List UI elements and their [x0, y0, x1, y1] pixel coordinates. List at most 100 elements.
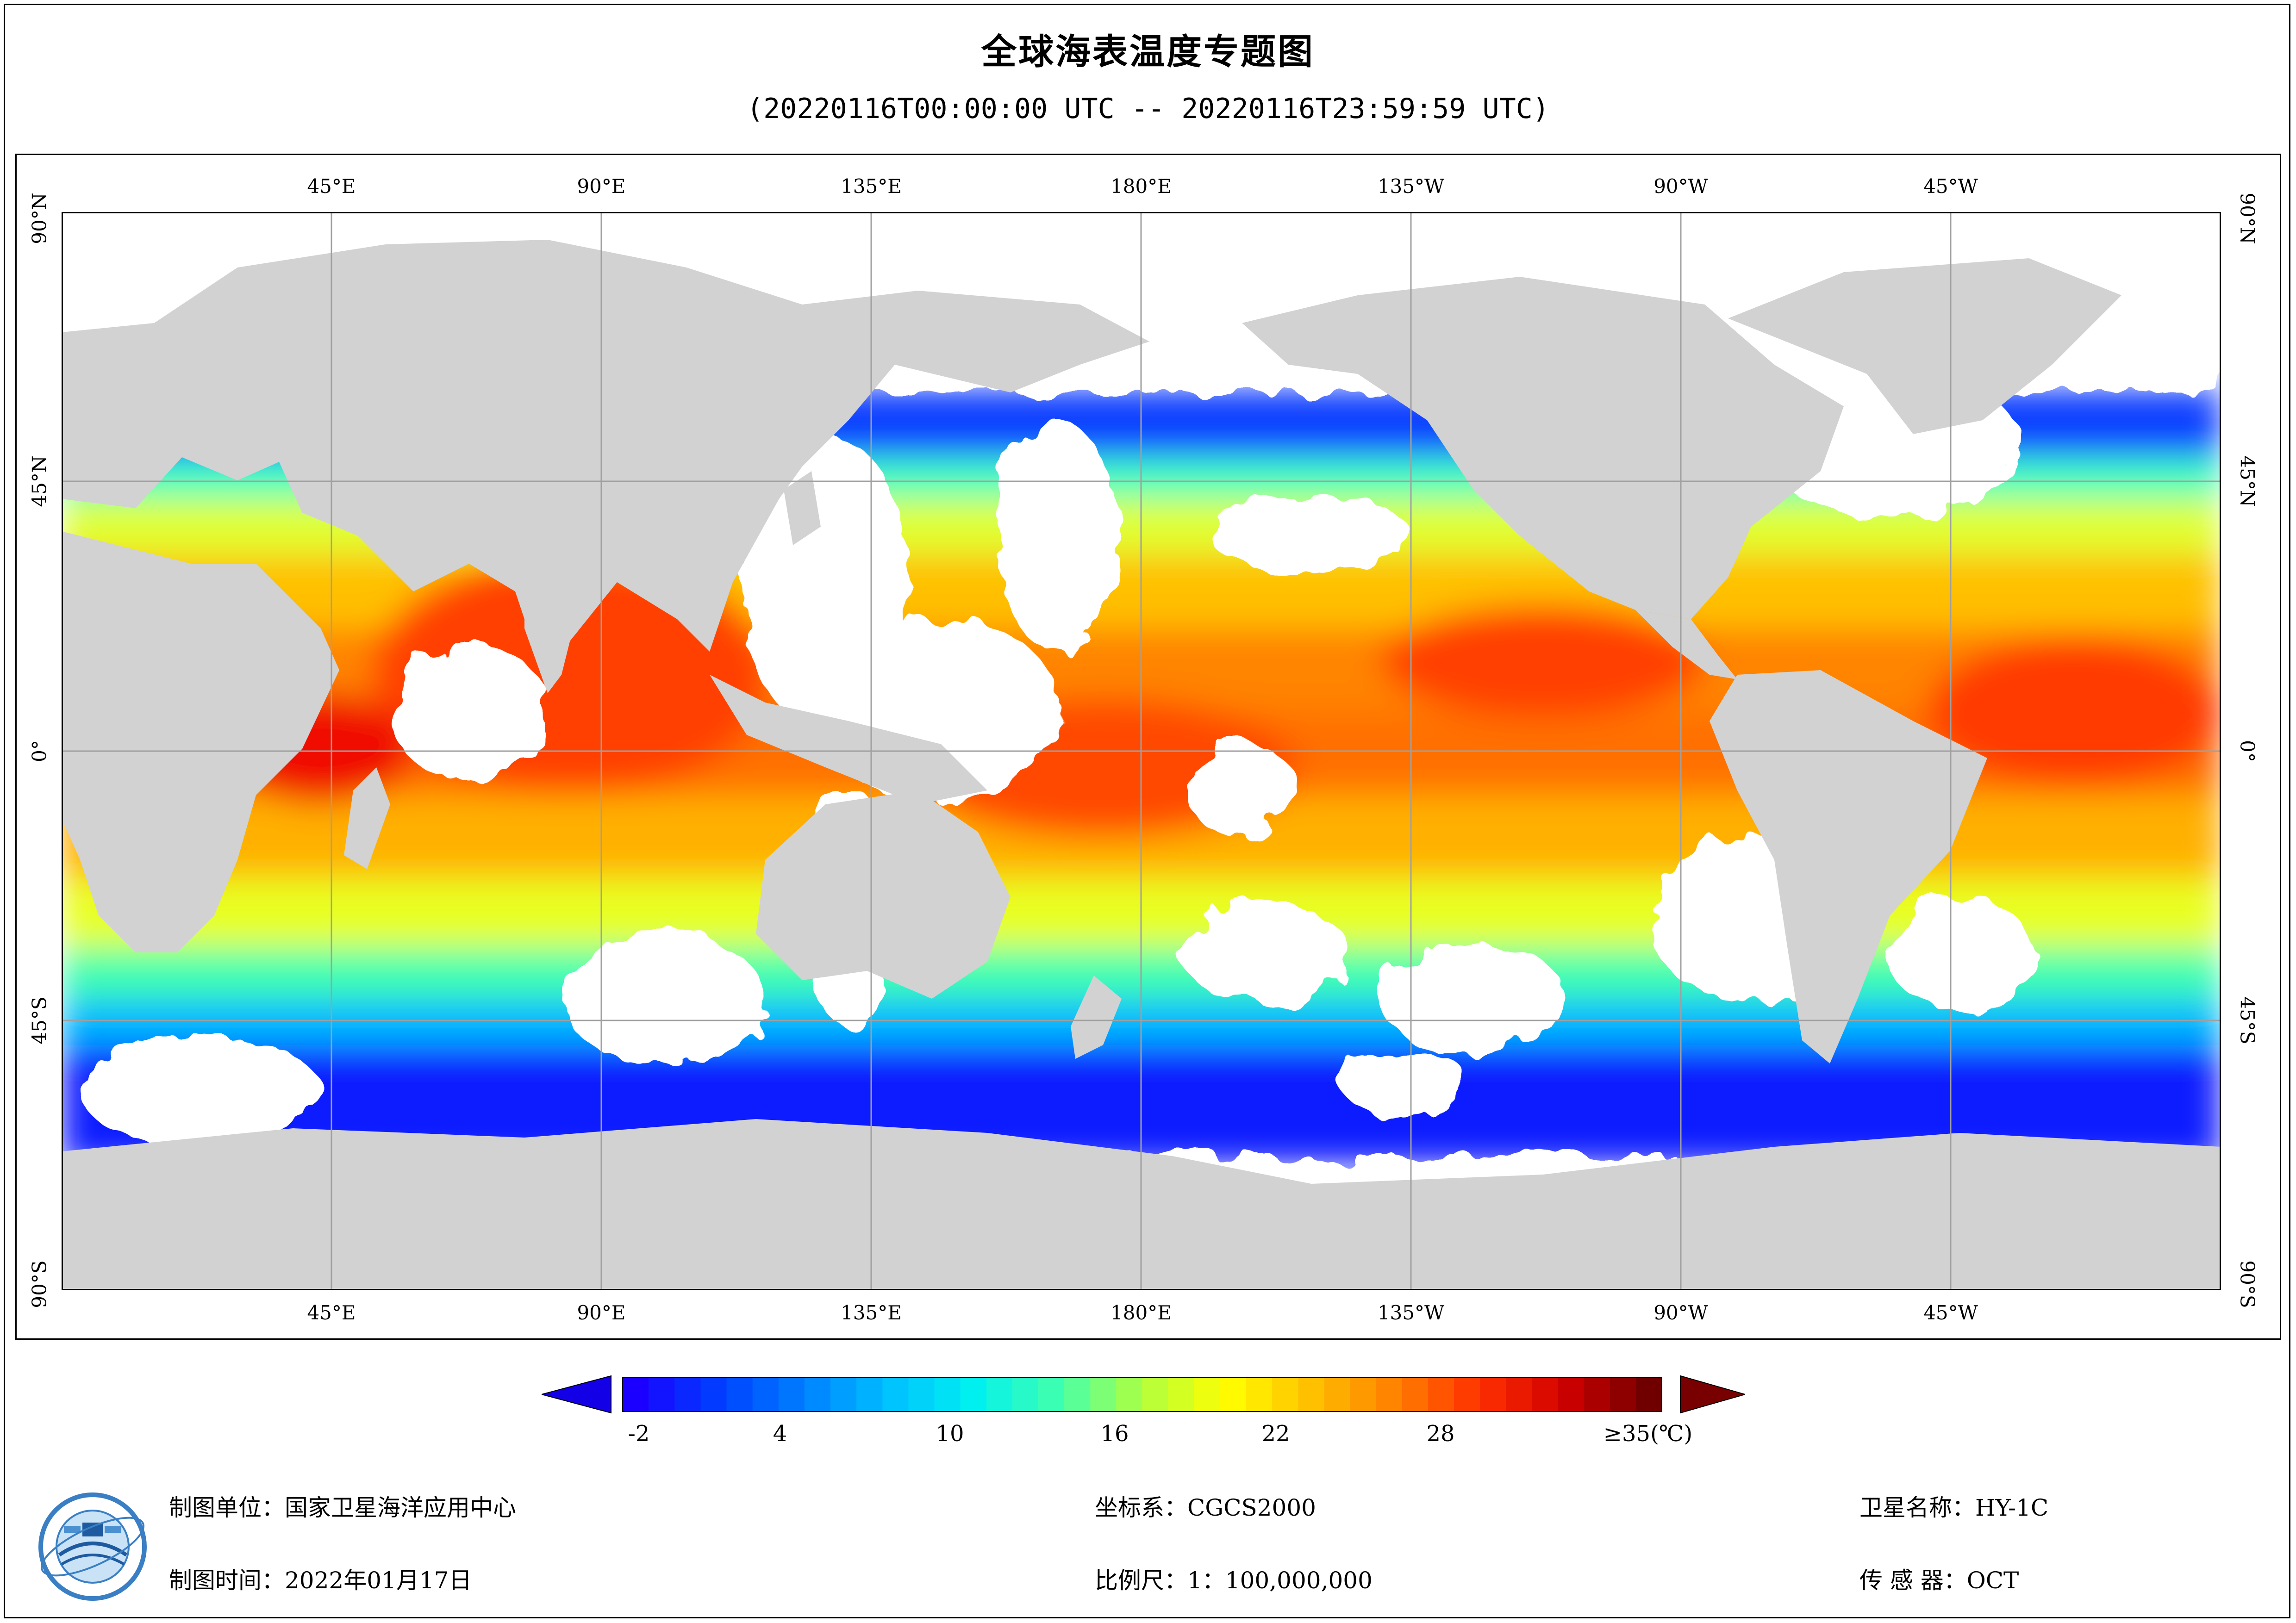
lat-tick-left: 45°N — [28, 455, 51, 507]
lon-tick-bottom: 45°E — [307, 1301, 356, 1324]
colorbar-swatch — [700, 1377, 727, 1412]
lat-tick-right: 90°S — [2236, 1260, 2259, 1308]
lon-tick-bottom: 135°E — [841, 1301, 902, 1324]
colorbar-swatch — [1142, 1377, 1169, 1412]
lat-tick-right: 45°N — [2236, 455, 2259, 507]
colorbar-swatch — [1272, 1377, 1298, 1412]
colorbar-swatch — [1350, 1377, 1377, 1412]
land-australia — [756, 790, 1011, 999]
time-range-subtitle: (20220116T00:00:00 UTC -- 20220116T23:59… — [747, 93, 1549, 125]
colorbar-swatch — [1480, 1377, 1506, 1412]
colorbar-swatch — [1168, 1377, 1195, 1412]
map-neatline — [62, 212, 2221, 1290]
colorbar-swatch — [830, 1377, 857, 1412]
colorbar-tick-label: 4 — [773, 1421, 787, 1447]
lat-tick-left: 90°N — [28, 193, 51, 244]
colorbar-tick-label: -2 — [628, 1421, 650, 1447]
colorbar-swatches — [622, 1377, 1662, 1412]
lon-tick-top: 90°W — [1653, 175, 1708, 198]
land-africa — [62, 531, 339, 952]
colorbar-swatch — [1220, 1377, 1247, 1412]
colorbar-swatch — [1090, 1377, 1117, 1412]
warm-pool-atlantic — [1927, 638, 2221, 786]
colorbar-swatch — [674, 1377, 701, 1412]
colorbar-swatch — [1635, 1377, 1662, 1412]
land-indonesia — [710, 675, 987, 804]
land-greenland — [1728, 258, 2121, 434]
colorbar-swatch — [1246, 1377, 1273, 1412]
colorbar-swatch — [1038, 1377, 1065, 1412]
lon-tick-top: 180°E — [1111, 175, 1172, 198]
lat-tick-left: 0° — [28, 740, 51, 762]
lon-tick-bottom: 180°E — [1111, 1301, 1172, 1324]
land-eurasia — [62, 240, 1149, 675]
land-central-america — [1635, 610, 1737, 679]
lat-tick-left: 45°S — [28, 996, 51, 1045]
land-north-america — [1242, 277, 1844, 619]
colorbar-swatch — [1194, 1377, 1221, 1412]
colorbar-swatch — [1402, 1377, 1429, 1412]
sensor-label: 传 感 器：OCT — [1859, 1567, 2019, 1594]
page-title: 全球海表温度专题图 — [981, 31, 1315, 72]
land-india — [524, 573, 585, 693]
satellite-label: 卫星名称：HY-1C — [1859, 1494, 2049, 1521]
colorbar-over-arrow — [1680, 1375, 1745, 1414]
lon-tick-bottom: 90°E — [577, 1301, 626, 1324]
nsoas-logo — [38, 1492, 147, 1601]
colorbar-swatch — [960, 1377, 987, 1412]
colorbar-swatch — [1298, 1377, 1325, 1412]
colorbar-tick-label: ≥35(℃) — [1603, 1421, 1693, 1447]
colorbar-swatch — [986, 1377, 1013, 1412]
lon-tick-top: 135°E — [841, 175, 902, 198]
colorbar-frame — [622, 1377, 1662, 1412]
land-japan — [784, 471, 821, 545]
colorbar-swatch — [1012, 1377, 1039, 1412]
colorbar-tick-label: 10 — [936, 1421, 964, 1447]
colorbar-swatch — [1064, 1377, 1091, 1412]
colorbar-swatch — [1428, 1377, 1454, 1412]
lon-tick-top: 90°E — [577, 175, 626, 198]
lon-tick-top: 135°W — [1377, 175, 1445, 198]
scale-label: 比例尺：1：100,000,000 — [1095, 1567, 1373, 1594]
colorbar-swatch — [1532, 1377, 1559, 1412]
lon-tick-bottom: 45°W — [1923, 1301, 1978, 1324]
land-south-america — [1710, 670, 1987, 1063]
lat-tick-right: 45°S — [2236, 996, 2259, 1045]
lon-tick-top: 45°W — [1923, 175, 1978, 198]
coordinate-system-label: 坐标系：CGCS2000 — [1095, 1494, 1316, 1521]
colorbar-swatch — [804, 1377, 831, 1412]
map-frame — [15, 154, 2281, 1340]
colorbar-swatch — [752, 1377, 779, 1412]
colorbar-swatch — [934, 1377, 961, 1412]
colorbar-swatch — [778, 1377, 805, 1412]
colorbar-swatch — [1506, 1377, 1533, 1412]
colorbar-swatch — [1324, 1377, 1351, 1412]
temperature-colorbar — [542, 1375, 1745, 1414]
warm-pool-east-pacific — [1381, 605, 1705, 716]
lat-tick-left: 90°S — [28, 1260, 51, 1308]
lat-tick-right: 0° — [2236, 740, 2259, 762]
colorbar-swatch — [1610, 1377, 1636, 1412]
colorbar-swatch — [1454, 1377, 1480, 1412]
colorbar-swatch — [1376, 1377, 1403, 1412]
lon-tick-bottom: 90°W — [1653, 1301, 1708, 1324]
colorbar-swatch — [1584, 1377, 1610, 1412]
colorbar-swatch — [726, 1377, 753, 1412]
land-madagascar — [344, 767, 390, 869]
colorbar-tick-label: 22 — [1261, 1421, 1290, 1447]
graticule — [62, 212, 2221, 1290]
producer-label: 制图单位：国家卫星海洋应用中心 — [169, 1494, 516, 1521]
colorbar-tick-label: 28 — [1426, 1421, 1455, 1447]
lon-tick-bottom: 135°W — [1377, 1301, 1445, 1324]
page-border — [4, 4, 2290, 1618]
lat-tick-right: 90°N — [2236, 193, 2259, 244]
colorbar-swatch — [882, 1377, 909, 1412]
land-new-zealand — [1071, 976, 1122, 1059]
colorbar-swatch — [623, 1377, 649, 1412]
colorbar-swatch — [1116, 1377, 1143, 1412]
colorbar-swatch — [649, 1377, 675, 1412]
colorbar-swatch — [908, 1377, 935, 1412]
colorbar-swatch — [856, 1377, 883, 1412]
colorbar-under-arrow — [542, 1375, 611, 1414]
lon-tick-top: 45°E — [307, 175, 356, 198]
